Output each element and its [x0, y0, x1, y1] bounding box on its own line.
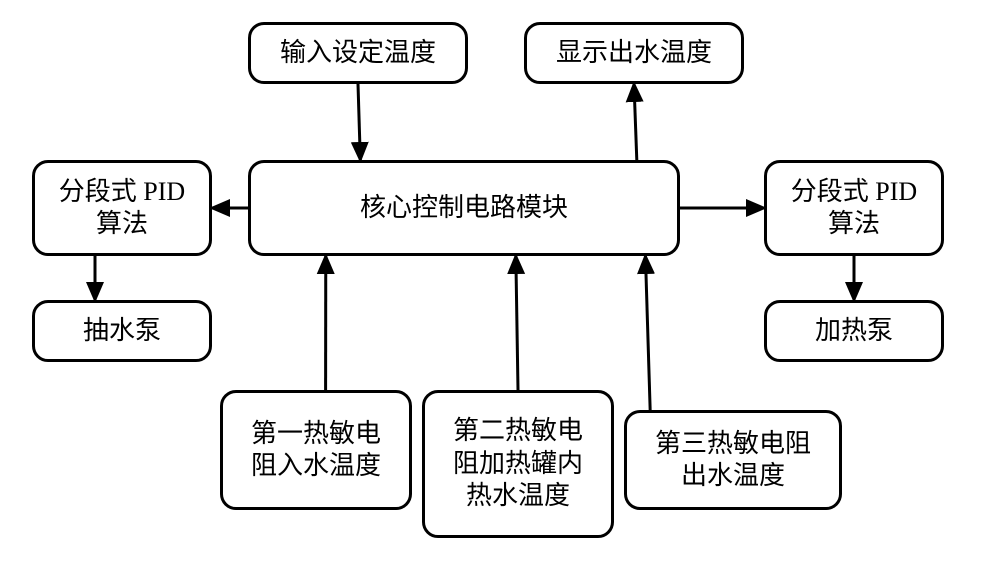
node-therm2: 第二热敏电 阻加热罐内 热水温度	[422, 390, 614, 538]
node-label: 第一热敏电 阻入水温度	[251, 418, 381, 483]
node-label: 加热泵	[815, 315, 893, 348]
arrow-core-to-display_temp	[634, 84, 637, 160]
node-pid_right: 分段式 PID 算法	[764, 160, 944, 256]
node-label: 抽水泵	[83, 315, 161, 348]
arrow-therm3-to-core	[645, 256, 650, 410]
node-display_temp: 显示出水温度	[524, 22, 744, 84]
node-pid_left: 分段式 PID 算法	[32, 160, 212, 256]
arrow-input_temp-to-core	[358, 84, 360, 160]
node-label: 第三热敏电阻 出水温度	[655, 428, 811, 493]
node-pump_right: 加热泵	[764, 300, 944, 362]
node-label: 输入设定温度	[280, 37, 436, 70]
node-label: 分段式 PID 算法	[59, 176, 185, 241]
node-label: 显示出水温度	[556, 37, 712, 70]
node-label: 分段式 PID 算法	[791, 176, 917, 241]
node-therm1: 第一热敏电 阻入水温度	[220, 390, 412, 510]
node-pump_left: 抽水泵	[32, 300, 212, 362]
node-label: 核心控制电路模块	[360, 192, 568, 225]
node-core: 核心控制电路模块	[248, 160, 680, 256]
node-input_temp: 输入设定温度	[248, 22, 468, 84]
arrow-therm2-to-core	[516, 256, 518, 390]
node-label: 第二热敏电 阻加热罐内 热水温度	[453, 415, 583, 513]
node-therm3: 第三热敏电阻 出水温度	[624, 410, 842, 510]
